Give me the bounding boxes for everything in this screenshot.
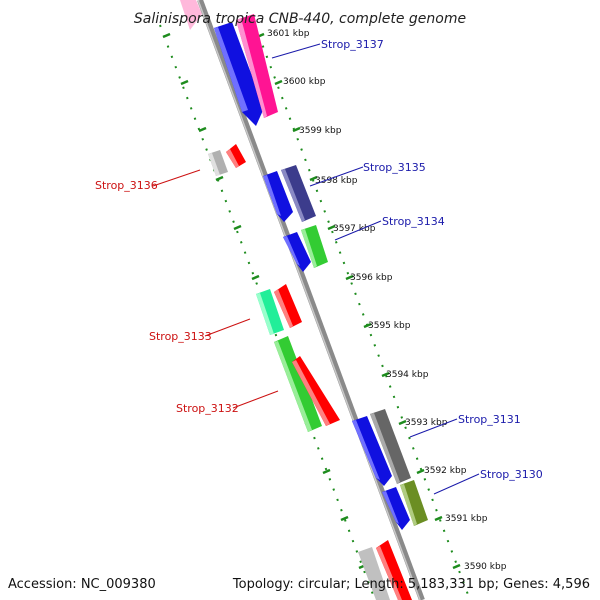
gene-blue-3137a (214, 22, 264, 126)
kbp-label-3594: 3594 kbp (386, 370, 429, 380)
gene-strop-3130 (400, 480, 428, 526)
gene-blue-3135a (263, 171, 293, 222)
forward-genes (180, 0, 428, 530)
kbp-label-3601: 3601 kbp (267, 29, 310, 39)
page-title: Salinispora tropica CNB-440, complete ge… (134, 11, 466, 27)
gene-strop-3134 (301, 225, 328, 268)
major-ticks (256, 32, 461, 570)
label-strop-3131: Strop_3131 (458, 413, 521, 426)
genome-backbone (197, 0, 425, 600)
kbp-label-3597: 3597 kbp (333, 224, 376, 234)
label-strop-3134: Strop_3134 (382, 215, 445, 228)
forward-gene-labels: Strop_3137 Strop_3135 Strop_3134 Strop_3… (321, 38, 543, 481)
reverse-leader-lines (152, 169, 279, 409)
kbp-label-3598: 3598 kbp (315, 176, 358, 186)
gene-strop-3136 (226, 144, 246, 168)
kbp-label-3596: 3596 kbp (350, 273, 393, 283)
gene-top-partial (180, 0, 202, 30)
forward-leader-lines (271, 43, 480, 495)
gene-strop-3131 (370, 409, 411, 484)
label-strop-3130: Strop_3130 (480, 468, 543, 481)
kbp-label-3600: 3600 kbp (283, 77, 326, 87)
gene-green-3133 (256, 289, 284, 335)
kbp-labels: 3601 kbp 3600 kbp 3599 kbp 3598 kbp 3597… (267, 29, 507, 572)
gene-blue-3131a (352, 416, 392, 486)
gene-strop-3133 (274, 284, 302, 328)
label-strop-3135: Strop_3135 (363, 161, 426, 174)
label-strop-3133: Strop_3133 (149, 330, 212, 343)
reverse-genes (208, 144, 412, 600)
kbp-label-3590: 3590 kbp (464, 562, 507, 572)
accession-text: Accession: NC_009380 (8, 577, 156, 592)
label-strop-3132: Strop_3132 (176, 402, 239, 415)
gene-blue-3134a (283, 232, 311, 272)
kbp-label-3592: 3592 kbp (424, 466, 467, 476)
kbp-label-3595: 3595 kbp (368, 321, 411, 331)
label-strop-3136: Strop_3136 (95, 179, 158, 192)
gene-blue-3130a (382, 487, 410, 530)
gene-bottom-red (376, 540, 412, 600)
topology-stats-text: Topology: circular; Length: 5,183,331 bp… (232, 577, 590, 592)
gene-strop-3132 (274, 336, 322, 432)
gene-bottom-grey (358, 547, 390, 600)
kbp-label-3593: 3593 kbp (405, 418, 448, 428)
reverse-gene-labels: Strop_3136 Strop_3133 Strop_3132 (95, 179, 239, 415)
gene-strop-3135 (281, 165, 316, 222)
gene-red-3132b (292, 356, 340, 426)
label-strop-3137: Strop_3137 (321, 38, 384, 51)
kbp-label-3591: 3591 kbp (445, 514, 488, 524)
kbp-label-3599: 3599 kbp (299, 126, 342, 136)
